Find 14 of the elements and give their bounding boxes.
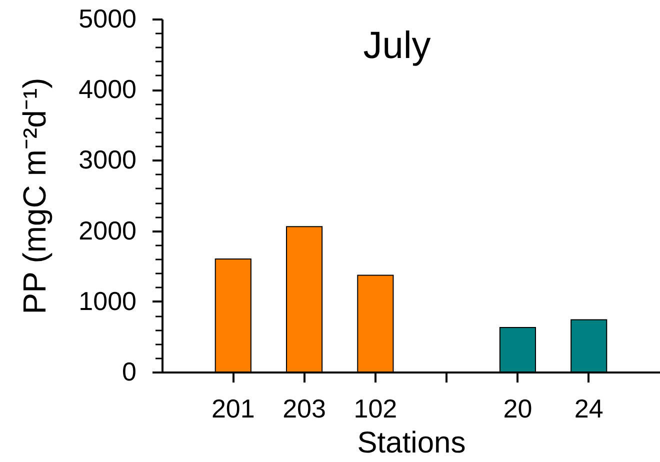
x-tick-label: 203 [282, 394, 326, 424]
x-tick-label: 24 [574, 394, 604, 424]
y-tick-label: 1000 [78, 286, 136, 316]
y-tick-label: 4000 [78, 74, 136, 104]
x-axis-title: Stations [357, 426, 466, 460]
y-axis-title: PP (mgC m⁻²d⁻¹) [16, 78, 53, 314]
y-tick-label: 2000 [78, 215, 136, 246]
y-tick-label: 3000 [78, 144, 136, 175]
y-tick-label: 0 [122, 356, 136, 386]
y-tick-label: 5000 [78, 4, 136, 34]
chart-title: July [363, 25, 431, 67]
x-tick-label: 102 [354, 394, 398, 424]
x-tick-label: 20 [503, 394, 532, 424]
x-tick-label: 201 [211, 394, 255, 424]
